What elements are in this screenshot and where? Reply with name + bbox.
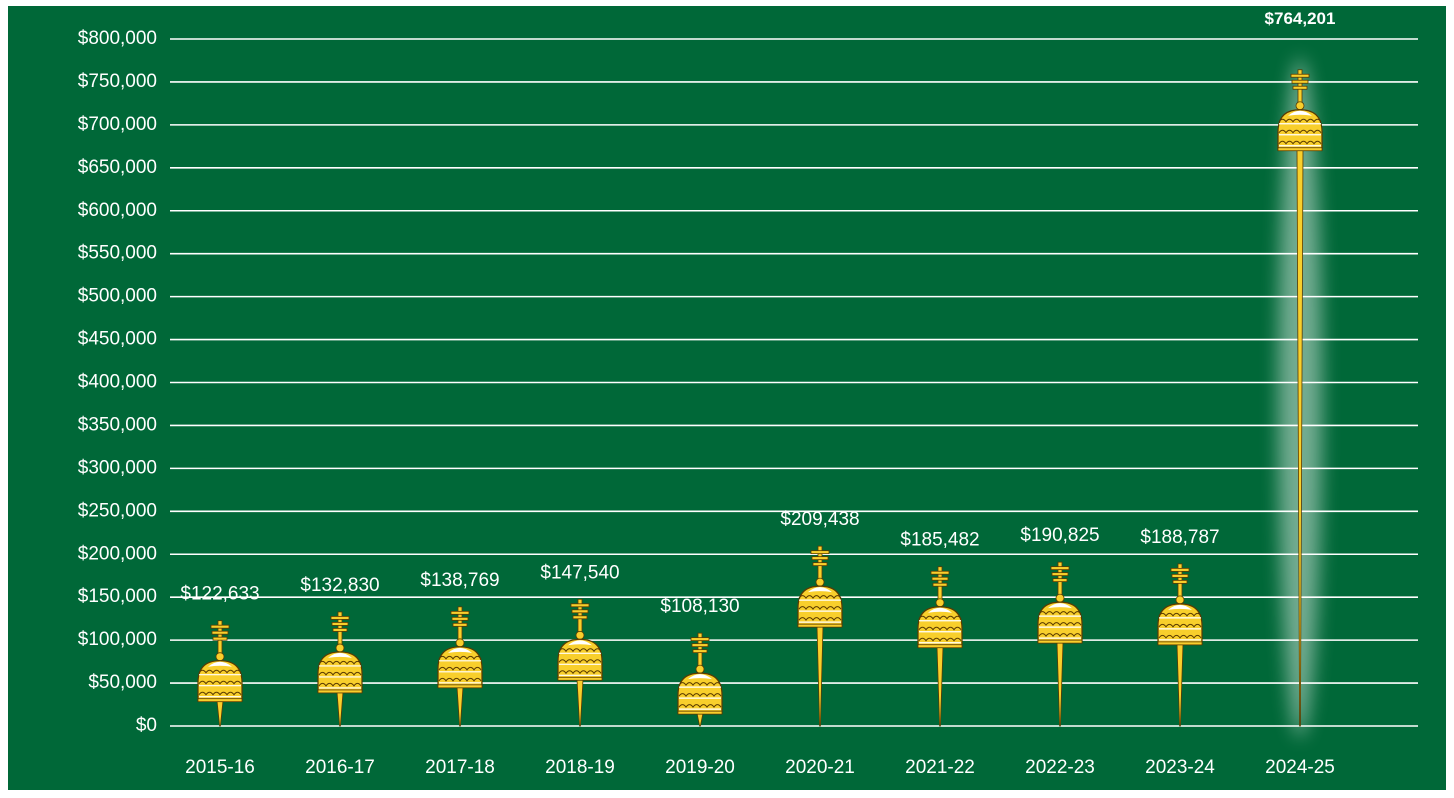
y-tick-label: $700,000: [78, 114, 157, 135]
x-tick-label: 2016-17: [305, 757, 375, 778]
tiara-base: [438, 685, 482, 688]
orb: [1056, 594, 1064, 602]
chart: $0 $50,000 $100,000 $150,000 $200,000 $250,00…: [0, 0, 1454, 798]
y-tick-label: $450,000: [78, 329, 157, 350]
orb: [336, 644, 344, 652]
orb: [936, 599, 944, 607]
orb: [456, 639, 464, 647]
orb: [216, 653, 224, 661]
x-tick-label: 2019-20: [665, 757, 735, 778]
y-tick-label: $800,000: [78, 28, 157, 49]
y-tick-label: $500,000: [78, 286, 157, 307]
cross-bar: [453, 623, 467, 626]
cross-bar: [332, 622, 348, 625]
y-tick-label: $650,000: [78, 157, 157, 178]
cross-bar: [811, 551, 829, 554]
orb: [696, 665, 704, 673]
cross-bar: [1053, 579, 1067, 582]
orb: [816, 578, 824, 586]
value-label: $122,633: [180, 584, 259, 605]
value-label: $138,769: [420, 570, 499, 591]
cross-bar: [1292, 80, 1308, 83]
orb: [1176, 596, 1184, 604]
value-label: $190,825: [1020, 525, 1099, 546]
y-tick-label: $300,000: [78, 457, 157, 478]
cross-bar: [452, 617, 468, 620]
y-tick-label: $50,000: [88, 672, 157, 693]
y-tick-label: $750,000: [78, 71, 157, 92]
cross-bar: [692, 644, 708, 647]
cross-bar: [1291, 74, 1309, 77]
y-tick-label: $200,000: [78, 543, 157, 564]
y-tick-label: $150,000: [78, 586, 157, 607]
y-tick-label: $100,000: [78, 629, 157, 650]
cross-bar: [451, 611, 469, 614]
value-label: $132,830: [300, 575, 379, 596]
cross-bar: [813, 563, 827, 566]
y-tick-label: $400,000: [78, 372, 157, 393]
y-tick-label: $0: [136, 715, 157, 736]
cross-bar: [213, 637, 227, 640]
x-tick-label: 2024-25: [1265, 757, 1335, 778]
y-tick-label: $250,000: [78, 500, 157, 521]
x-tick-label: 2021-22: [905, 757, 975, 778]
cross-bar: [212, 631, 228, 634]
cross-bar: [571, 604, 589, 607]
cross-bar: [1172, 574, 1188, 577]
orb: [1296, 102, 1304, 110]
x-tick-label: 2015-16: [185, 757, 255, 778]
tiara-base: [1278, 148, 1322, 151]
value-label: $209,438: [780, 509, 859, 530]
cross-bar: [573, 616, 587, 619]
x-tick-label: 2023-24: [1145, 757, 1215, 778]
cross-bar: [1052, 573, 1068, 576]
cross-bar: [932, 577, 948, 580]
value-label: $147,540: [540, 562, 619, 583]
cross-bar: [693, 650, 707, 653]
tiara-base: [198, 699, 242, 702]
cross-bar: [572, 610, 588, 613]
tiara-base: [1158, 642, 1202, 645]
y-tick-label: $550,000: [78, 243, 157, 264]
cross-bar: [333, 628, 347, 631]
cross-bar: [1051, 567, 1069, 570]
y-tick-label: $600,000: [78, 200, 157, 221]
cross-bar: [931, 571, 949, 574]
value-label: $108,130: [660, 596, 739, 617]
cross-bar: [1293, 86, 1307, 89]
tiara-base: [918, 645, 962, 648]
x-tick-label: 2022-23: [1025, 757, 1095, 778]
tiara-base: [798, 624, 842, 627]
x-tick-label: 2018-19: [545, 757, 615, 778]
tiara-base: [318, 690, 362, 693]
tiara-base: [678, 711, 722, 714]
orb: [576, 631, 584, 639]
cross-bar: [1173, 580, 1187, 583]
x-tick-label: 2020-21: [785, 757, 855, 778]
cross-bar: [812, 557, 828, 560]
cross-bar: [211, 625, 229, 628]
value-label: $185,482: [900, 530, 979, 551]
x-tick-label: 2017-18: [425, 757, 495, 778]
value-label: $188,787: [1140, 527, 1219, 548]
cross-bar: [691, 638, 709, 641]
cross-bar: [331, 616, 349, 619]
cross-bar: [933, 583, 947, 586]
cross-bar: [1171, 568, 1189, 571]
tiara-base: [558, 677, 602, 680]
y-tick-label: $350,000: [78, 414, 157, 435]
value-label: $764,201: [1265, 9, 1336, 28]
tiara-base: [1038, 640, 1082, 643]
